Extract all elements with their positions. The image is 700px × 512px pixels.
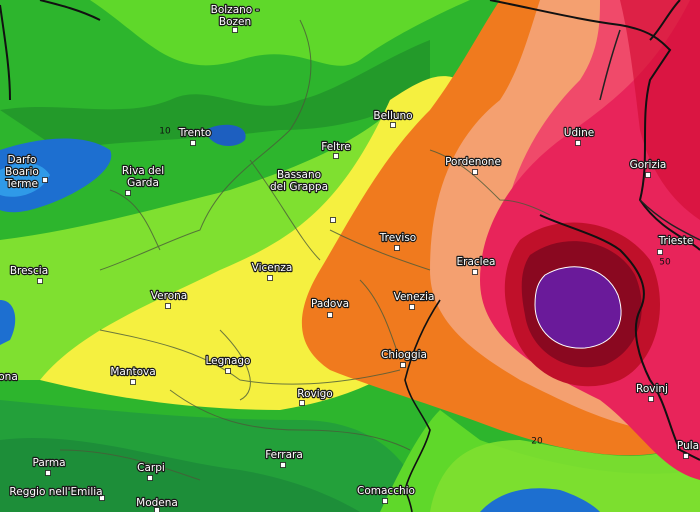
city-label: Bassano: [277, 169, 321, 181]
city-dot: [400, 362, 406, 368]
city-label: ona: [0, 371, 18, 383]
city-dot: [645, 172, 651, 178]
city-label: Legnago: [206, 355, 251, 367]
city-dot: [99, 495, 105, 501]
city-dot: [125, 190, 131, 196]
city-label: Carpi: [137, 462, 165, 474]
city-label: Venezia: [394, 291, 435, 303]
city-dot: [390, 122, 396, 128]
city-dot: [472, 269, 478, 275]
city-label: Udine: [564, 127, 594, 139]
city-label: Rovigo: [297, 388, 332, 400]
city-label: Bozen: [219, 16, 251, 28]
contour-label: 50: [659, 258, 671, 268]
city-dot: [299, 400, 305, 406]
city-label: Reggio nell'Emilia: [9, 486, 102, 498]
city-dot: [154, 507, 160, 512]
city-dot: [37, 278, 43, 284]
contour-label: 10: [159, 127, 171, 137]
city-label: Bolzano -: [211, 4, 260, 16]
city-dot: [657, 249, 663, 255]
city-dot: [394, 245, 400, 251]
city-dot: [267, 275, 273, 281]
city-dot: [165, 303, 171, 309]
city-dot: [147, 475, 153, 481]
city-label: Padova: [311, 298, 349, 310]
city-label: Garda: [127, 177, 159, 189]
city-label: Comacchio: [357, 485, 415, 497]
city-label: Ferrara: [265, 449, 303, 461]
city-label: Trieste: [658, 235, 694, 247]
city-dot: [648, 396, 654, 402]
city-label: Darfo: [8, 154, 37, 166]
labels: Bolzano -Bozen Trento Belluno Feltre Udine Da…: [0, 3, 700, 512]
city-dot: [130, 379, 136, 385]
city-dot: [382, 498, 388, 504]
city-dot: [472, 169, 478, 175]
city-dot: [327, 312, 333, 318]
city-dot: [409, 304, 415, 310]
city-dot: [683, 453, 689, 459]
city-label: Rovinj: [636, 383, 668, 395]
city-label: Parma: [32, 457, 65, 469]
city-label: Brescia: [10, 265, 48, 277]
city-label: del Grappa: [270, 181, 328, 193]
city-label: Boario: [5, 166, 39, 178]
city-dot: [190, 140, 196, 146]
city-label: Vicenza: [252, 262, 293, 274]
city-label: Chioggia: [381, 349, 427, 361]
city-dot: [575, 140, 581, 146]
city-label: Pula: [677, 440, 699, 452]
city-dot: [333, 153, 339, 159]
city-label: Modena: [136, 497, 178, 509]
city-dot: [45, 470, 51, 476]
city-label: Terme: [5, 178, 38, 190]
city-label: Feltre: [321, 141, 351, 153]
city-label: Verona: [151, 290, 187, 302]
city-label: Mantova: [110, 366, 155, 378]
city-dot: [280, 462, 286, 468]
city-label: Riva del: [122, 165, 164, 177]
contour-label: 20: [531, 437, 543, 447]
city-label: Pordenone: [445, 156, 501, 168]
city-label: Eraclea: [457, 256, 496, 268]
city-label: Trento: [178, 127, 212, 139]
city-dot: [42, 177, 48, 183]
city-dot: [330, 217, 336, 223]
city-dot: [232, 27, 238, 33]
city-label: Gorizia: [630, 159, 667, 171]
city-dot: [225, 368, 231, 374]
city-label: Treviso: [379, 232, 416, 244]
city-label: Belluno: [373, 110, 412, 122]
